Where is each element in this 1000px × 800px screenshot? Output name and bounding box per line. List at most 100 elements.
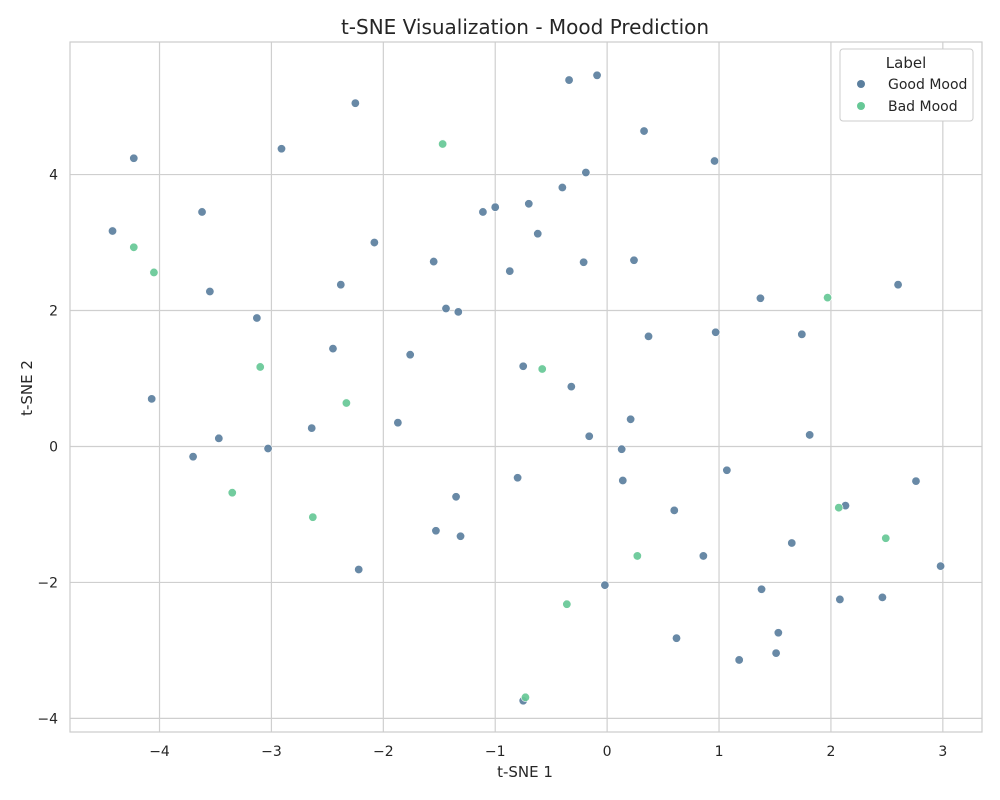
point-good-mood: [197, 207, 207, 217]
point-good-mood: [336, 280, 346, 290]
point-good-mood: [129, 153, 139, 163]
point-good-mood: [698, 551, 708, 561]
chart-title: t-SNE Visualization - Mood Prediction: [341, 15, 709, 39]
point-good-mood: [147, 394, 157, 404]
point-good-mood: [405, 350, 415, 360]
point-good-mood: [734, 655, 744, 665]
point-bad-mood: [823, 293, 833, 303]
y-axis-label: t-SNE 2: [18, 360, 36, 416]
point-good-mood: [787, 538, 797, 548]
point-good-mood: [564, 75, 574, 85]
point-good-mood: [431, 526, 441, 536]
x-tick-label: 3: [938, 744, 947, 760]
x-tick-label: −2: [373, 744, 394, 760]
point-good-mood: [328, 344, 338, 354]
point-good-mood: [252, 313, 262, 323]
x-tick-label: −1: [485, 744, 506, 760]
point-good-mood: [618, 475, 628, 485]
point-bad-mood: [834, 503, 844, 513]
point-good-mood: [893, 280, 903, 290]
point-good-mood: [877, 592, 887, 602]
point-good-mood: [600, 580, 610, 590]
x-tick-label: 0: [603, 744, 612, 760]
point-good-mood: [369, 238, 379, 248]
point-good-mood: [276, 144, 286, 154]
point-good-mood: [710, 156, 720, 166]
point-good-mood: [354, 565, 364, 575]
point-good-mood: [524, 199, 534, 209]
legend-box: [839, 48, 974, 122]
point-good-mood: [214, 433, 224, 443]
point-bad-mood: [438, 139, 448, 149]
point-good-mood: [629, 255, 639, 265]
point-good-mood: [566, 382, 576, 392]
point-good-mood: [936, 561, 946, 571]
point-bad-mood: [227, 488, 237, 498]
point-good-mood: [722, 465, 732, 475]
y-tick-label: 4: [49, 168, 58, 184]
point-bad-mood: [341, 398, 351, 408]
x-tick-label: −4: [149, 744, 170, 760]
point-good-mood: [350, 98, 360, 108]
point-good-mood: [757, 584, 767, 594]
point-good-mood: [755, 293, 765, 303]
y-tick-label: −4: [37, 711, 58, 727]
point-good-mood: [307, 423, 317, 433]
point-good-mood: [490, 202, 500, 212]
point-good-mood: [513, 473, 523, 483]
point-good-mood: [797, 329, 807, 339]
point-good-mood: [584, 431, 594, 441]
point-good-mood: [672, 633, 682, 643]
point-good-mood: [441, 303, 451, 313]
point-bad-mood: [308, 512, 318, 522]
point-good-mood: [835, 594, 845, 604]
point-good-mood: [773, 628, 783, 638]
plot-frame: [69, 41, 983, 733]
point-good-mood: [626, 414, 636, 424]
legend-label-good-mood: Good Mood: [888, 77, 967, 93]
point-good-mood: [771, 648, 781, 658]
point-good-mood: [108, 226, 118, 236]
legend: Label Good Mood Bad Mood: [839, 48, 974, 122]
point-good-mood: [805, 430, 815, 440]
point-good-mood: [533, 229, 543, 239]
point-bad-mood: [632, 551, 642, 561]
point-good-mood: [592, 70, 602, 80]
point-good-mood: [453, 307, 463, 317]
point-good-mood: [644, 331, 654, 341]
x-tick-label: −3: [261, 744, 282, 760]
point-good-mood: [581, 168, 591, 178]
point-good-mood: [557, 182, 567, 192]
point-good-mood: [579, 257, 589, 267]
point-good-mood: [188, 452, 198, 462]
legend-marker-good-mood: [857, 80, 865, 88]
point-good-mood: [205, 286, 215, 296]
plot-background: [70, 42, 982, 732]
x-axis-label: t-SNE 1: [497, 763, 553, 781]
point-good-mood: [478, 207, 488, 217]
point-good-mood: [711, 327, 721, 337]
legend-title: Label: [886, 54, 926, 72]
point-bad-mood: [537, 364, 547, 374]
point-good-mood: [263, 444, 273, 454]
point-good-mood: [617, 444, 627, 454]
point-bad-mood: [562, 599, 572, 609]
point-bad-mood: [520, 692, 530, 702]
point-good-mood: [911, 476, 921, 486]
x-axis: −4 −3 −2 −1 0 1 2 3: [149, 744, 947, 760]
y-tick-label: 0: [49, 439, 58, 455]
point-bad-mood: [255, 362, 265, 372]
data-points: [108, 70, 946, 706]
point-good-mood: [518, 361, 528, 371]
point-good-mood: [505, 266, 515, 276]
point-bad-mood: [881, 533, 891, 543]
y-axis: −4 −2 0 2 4: [37, 168, 58, 728]
y-tick-label: −2: [37, 575, 58, 591]
point-bad-mood: [129, 242, 139, 252]
point-good-mood: [639, 126, 649, 136]
point-good-mood: [393, 418, 403, 428]
point-good-mood: [456, 531, 466, 541]
legend-label-bad-mood: Bad Mood: [888, 99, 958, 115]
plot-area: [69, 41, 983, 733]
